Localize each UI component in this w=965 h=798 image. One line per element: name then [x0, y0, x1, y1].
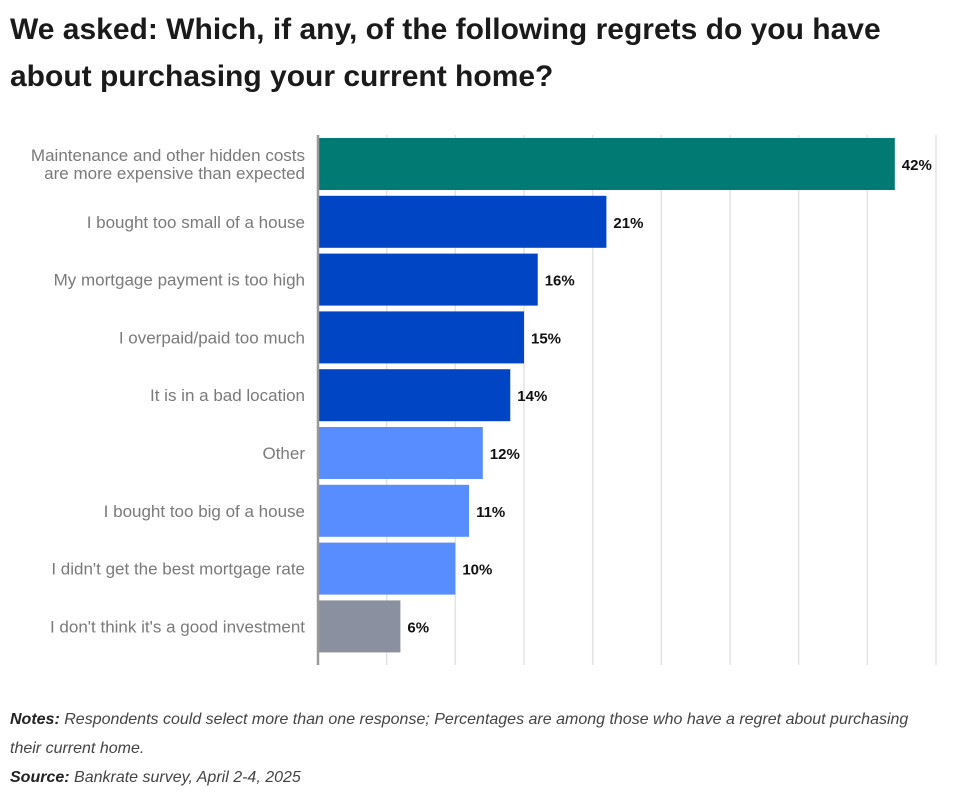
- bar: [318, 195, 607, 248]
- value-label: 42%: [902, 157, 932, 174]
- bar: [318, 138, 895, 190]
- category-label: I overpaid/paid too much: [119, 328, 305, 347]
- category-label: Other: [262, 444, 305, 463]
- category-label: I don't think it's a good investment: [50, 617, 305, 636]
- bar: [318, 542, 456, 595]
- value-label: 15%: [531, 330, 561, 347]
- notes-text: Respondents could select more than one r…: [10, 711, 909, 757]
- bar: [318, 484, 470, 537]
- notes-line: Notes: Respondents could select more tha…: [10, 705, 940, 763]
- notes-block: Notes: Respondents could select more tha…: [10, 705, 940, 792]
- bar: [318, 311, 524, 364]
- category-label: are more expensive than expected: [44, 164, 305, 183]
- bar: [318, 600, 401, 653]
- category-label: I bought too big of a house: [104, 502, 305, 521]
- source-label: Source:: [10, 769, 70, 786]
- source-line: Source: Bankrate survey, April 2-4, 2025: [10, 763, 940, 792]
- bar: [318, 253, 538, 306]
- value-label: 21%: [613, 215, 643, 232]
- value-label: 6%: [407, 619, 429, 636]
- category-label: I didn't get the best mortgage rate: [51, 560, 305, 579]
- bar: [318, 427, 483, 479]
- notes-label: Notes:: [10, 711, 60, 728]
- value-label: 14%: [517, 388, 547, 405]
- gridlines: [385, 135, 937, 665]
- category-label: I bought too small of a house: [87, 213, 305, 232]
- source-text: Bankrate survey, April 2-4, 2025: [74, 769, 301, 786]
- category-label: Maintenance and other hidden costs: [31, 146, 305, 165]
- category-label: It is in a bad location: [150, 386, 305, 405]
- value-label: 16%: [545, 273, 575, 290]
- category-label: My mortgage payment is too high: [54, 271, 305, 290]
- bars: [318, 138, 895, 653]
- bar: [318, 369, 511, 422]
- chart-title: We asked: Which, if any, of the followin…: [10, 13, 881, 93]
- value-label: 12%: [490, 446, 520, 463]
- value-label: 11%: [476, 504, 505, 521]
- value-label: 10%: [462, 562, 492, 579]
- value-labels: 42% 21% 16% 15% 14% 12% 11% 10% 6%: [407, 157, 931, 636]
